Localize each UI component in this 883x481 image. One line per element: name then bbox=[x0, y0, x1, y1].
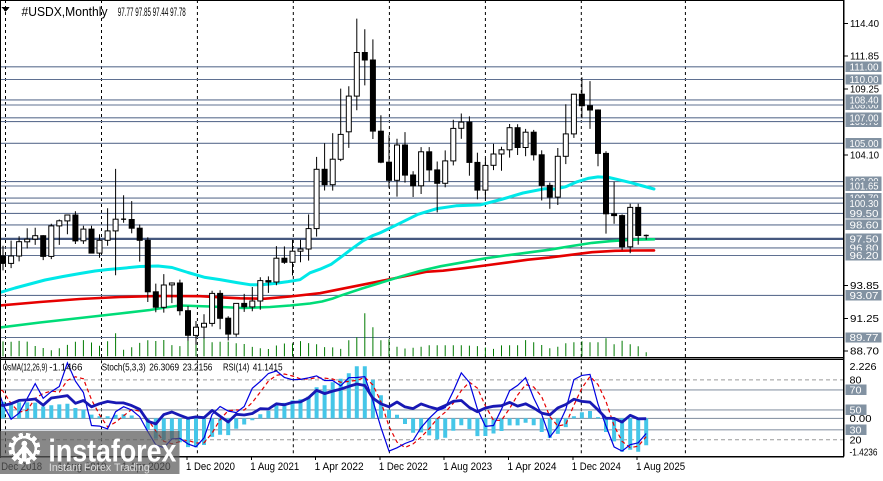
svg-text:109.25: 109.25 bbox=[850, 84, 879, 96]
svg-text:1 Aug 2021: 1 Aug 2021 bbox=[250, 461, 299, 473]
svg-text:-1.1466: -1.1466 bbox=[49, 362, 82, 374]
svg-text:41.1415: 41.1415 bbox=[253, 362, 283, 374]
svg-text:80: 80 bbox=[850, 375, 862, 387]
svg-text:100.30: 100.30 bbox=[850, 198, 879, 210]
svg-text:93.07: 93.07 bbox=[850, 290, 879, 302]
svg-text:20: 20 bbox=[850, 434, 862, 446]
svg-text:111.85: 111.85 bbox=[850, 51, 879, 63]
svg-text:107.00: 107.00 bbox=[850, 112, 879, 124]
svg-text:1 Dec 2020: 1 Dec 2020 bbox=[186, 461, 235, 473]
svg-text:97.50: 97.50 bbox=[850, 234, 879, 246]
svg-text:1 Aug 2023: 1 Aug 2023 bbox=[443, 461, 492, 473]
svg-text:#USDX,Monthly: #USDX,Monthly bbox=[22, 5, 109, 19]
svg-text:RSI(14): RSI(14) bbox=[223, 362, 249, 374]
svg-text:88.70: 88.70 bbox=[850, 346, 879, 358]
svg-text:96.20: 96.20 bbox=[850, 250, 879, 262]
svg-text:2.226: 2.226 bbox=[850, 361, 877, 373]
svg-text:Stoch(5,3,3): Stoch(5,3,3) bbox=[102, 362, 146, 374]
svg-text:111.00: 111.00 bbox=[850, 61, 879, 73]
svg-text:91.25: 91.25 bbox=[850, 313, 879, 325]
svg-text:1 Dec 2022: 1 Dec 2022 bbox=[379, 461, 428, 473]
svg-text:26.3069: 26.3069 bbox=[149, 362, 179, 374]
svg-text:93.85: 93.85 bbox=[850, 280, 879, 292]
svg-text:23.2156: 23.2156 bbox=[183, 362, 213, 374]
svg-text:114.40: 114.40 bbox=[850, 18, 879, 30]
svg-text:OsMA(12,26,9): OsMA(12,26,9) bbox=[3, 362, 48, 374]
svg-text:98.60: 98.60 bbox=[850, 220, 879, 232]
svg-text:101.65: 101.65 bbox=[850, 181, 879, 193]
svg-text:99.50: 99.50 bbox=[850, 208, 879, 220]
svg-text:110.00: 110.00 bbox=[850, 74, 879, 86]
svg-text:70: 70 bbox=[850, 385, 862, 397]
svg-text:1 Aug 2025: 1 Aug 2025 bbox=[636, 461, 685, 473]
svg-text:Instant Forex Trading: Instant Forex Trading bbox=[49, 462, 150, 474]
svg-text:1 Apr 2024: 1 Apr 2024 bbox=[508, 461, 557, 473]
svg-text:108.40: 108.40 bbox=[850, 95, 879, 107]
svg-text:1 Apr 2022: 1 Apr 2022 bbox=[315, 461, 364, 473]
svg-text:0.00: 0.00 bbox=[850, 413, 872, 425]
svg-text:-1.4236: -1.4236 bbox=[850, 446, 878, 458]
svg-text:97.77 97.85 97.44 97.78: 97.77 97.85 97.44 97.78 bbox=[118, 7, 186, 19]
svg-text:1 Dec 2024: 1 Dec 2024 bbox=[572, 461, 621, 473]
svg-text:50: 50 bbox=[850, 405, 862, 417]
svg-text:89.77: 89.77 bbox=[850, 332, 879, 344]
svg-text:30: 30 bbox=[850, 424, 862, 436]
svg-text:104.10: 104.10 bbox=[850, 149, 879, 161]
svg-text:105.00: 105.00 bbox=[850, 138, 879, 150]
svg-text:instaforex: instaforex bbox=[48, 432, 176, 468]
